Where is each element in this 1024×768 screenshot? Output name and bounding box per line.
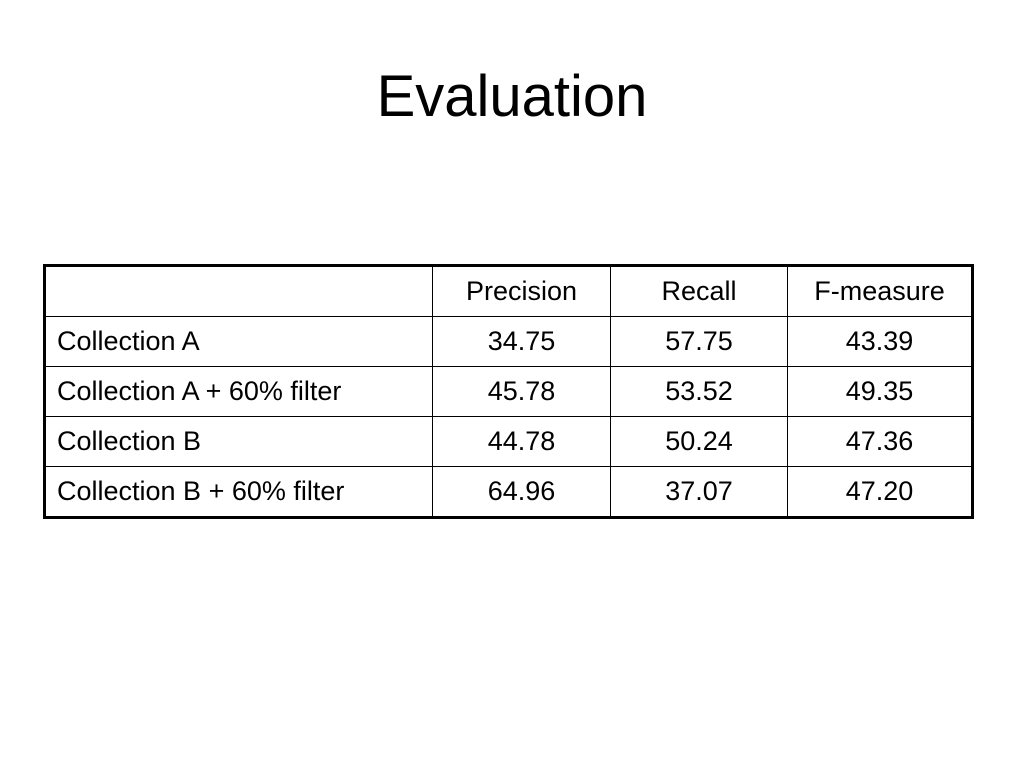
value-cell: 47.36	[787, 416, 973, 467]
column-header: F-measure	[787, 265, 973, 317]
value-cell: 64.96	[432, 466, 611, 518]
corner-cell	[44, 265, 433, 317]
value-cell: 53.52	[610, 366, 788, 417]
results-table: Precision Recall F-measure Collection A 34.7…	[43, 264, 974, 519]
column-header: Recall	[610, 265, 788, 317]
row-label: Collection A + 60% filter	[44, 366, 433, 417]
table-row: Collection A 34.75 57.75 43.39	[44, 316, 973, 367]
value-cell: 44.78	[432, 416, 611, 467]
slide-title: Evaluation	[376, 64, 648, 129]
table-body: Precision Recall F-measure Collection A 34.7…	[44, 265, 973, 518]
value-cell: 57.75	[610, 316, 788, 367]
row-label: Collection B + 60% filter	[44, 466, 433, 518]
value-cell: 45.78	[432, 366, 611, 417]
value-cell: 43.39	[787, 316, 973, 367]
row-label: Collection A	[44, 316, 433, 367]
value-cell: 47.20	[787, 466, 973, 518]
table-row: Collection B 44.78 50.24 47.36	[44, 416, 973, 467]
table-row: Collection B + 60% filter 64.96 37.07 47.20	[44, 466, 973, 518]
value-cell: 37.07	[610, 466, 788, 518]
value-cell: 49.35	[787, 366, 973, 417]
column-header: Precision	[432, 265, 611, 317]
header-row: Precision Recall F-measure	[44, 265, 973, 317]
row-label: Collection B	[44, 416, 433, 467]
value-cell: 50.24	[610, 416, 788, 467]
value-cell: 34.75	[432, 316, 611, 367]
table-row: Collection A + 60% filter 45.78 53.52 49.35	[44, 366, 973, 417]
